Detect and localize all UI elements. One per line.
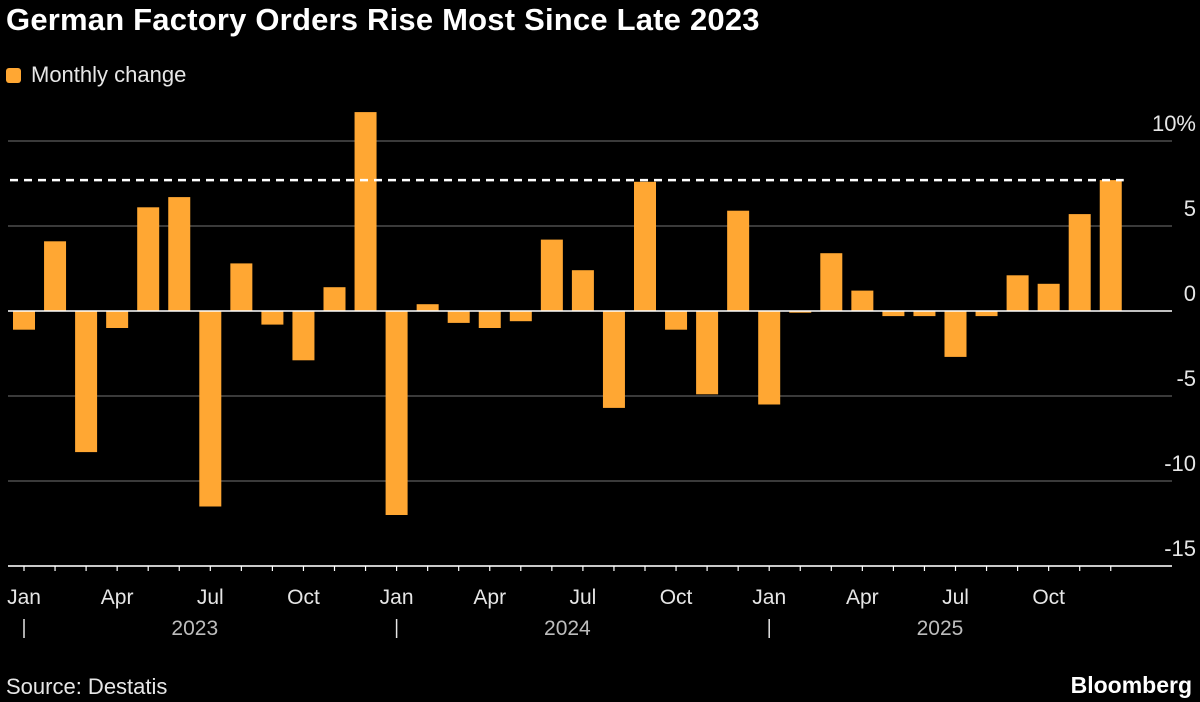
x-tick-label: Apr: [101, 586, 134, 609]
bar: [975, 311, 998, 317]
bar: [75, 311, 98, 453]
x-tick-label: Apr: [473, 586, 506, 609]
year-label: 2024: [544, 617, 591, 640]
y-tick-label: 10%: [1152, 111, 1196, 136]
x-tick-label: Oct: [660, 586, 693, 609]
bar: [913, 311, 936, 317]
bar: [665, 311, 688, 330]
legend-label: Monthly change: [31, 62, 187, 87]
y-tick-label: -10: [1164, 451, 1196, 476]
x-tick-label: Jul: [942, 586, 969, 609]
bar: [944, 311, 967, 357]
x-tick-label: Oct: [1032, 586, 1065, 609]
year-label: 2025: [917, 617, 964, 640]
source-note: Source: Destatis: [6, 674, 168, 699]
bar: [354, 112, 377, 311]
bar: [540, 239, 563, 311]
bar: [261, 311, 284, 325]
bar: [1099, 180, 1122, 311]
bar: [106, 311, 129, 328]
bar: [137, 207, 160, 311]
x-tick-label: Oct: [287, 586, 320, 609]
y-tick-label: -5: [1176, 366, 1196, 391]
bar: [882, 311, 905, 317]
y-tick-label: 5: [1184, 196, 1196, 221]
bar: [727, 210, 750, 311]
x-tick-label: Apr: [846, 586, 879, 609]
bar: [199, 311, 222, 507]
bar: [447, 311, 470, 323]
x-tick-label: Jan: [380, 586, 414, 609]
brand-logo: Bloomberg: [1070, 672, 1192, 698]
bar: [1068, 214, 1091, 311]
bar: [820, 253, 843, 311]
x-tick-label: Jul: [569, 586, 596, 609]
bar: [851, 290, 874, 311]
y-tick-label: 0: [1184, 281, 1196, 306]
bar: [13, 311, 35, 330]
bar: [634, 181, 656, 311]
bar: [230, 263, 253, 311]
y-tick-label: -15: [1164, 536, 1196, 561]
bar: [168, 197, 191, 311]
chart-title: German Factory Orders Rise Most Since La…: [6, 2, 760, 37]
bar: [1006, 275, 1029, 311]
bar: [44, 241, 67, 311]
bar: [292, 311, 315, 361]
x-tick-label: Jan: [7, 586, 41, 609]
x-tick-label: Jan: [752, 586, 786, 609]
bar: [1037, 283, 1060, 311]
bar: [758, 311, 781, 405]
bar: [571, 270, 594, 311]
bar: [509, 311, 532, 322]
bar: [416, 304, 439, 311]
legend: Monthly change: [6, 62, 186, 88]
bar: [789, 311, 812, 313]
legend-swatch: [6, 67, 21, 83]
year-label: 2023: [171, 617, 218, 640]
bar: [696, 311, 719, 395]
bar: [323, 287, 346, 311]
x-tick-label: Jul: [197, 586, 224, 609]
bar: [602, 311, 625, 408]
bar: [478, 311, 501, 328]
bar: [385, 311, 408, 515]
